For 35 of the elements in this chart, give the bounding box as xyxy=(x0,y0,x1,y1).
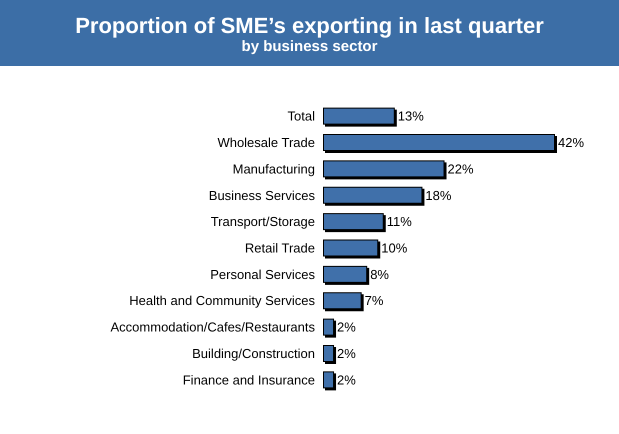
y-tick-label: Manufacturing xyxy=(232,161,315,176)
bar xyxy=(323,186,422,204)
y-tick-label: Accommodation/Cafes/Restaurants xyxy=(110,320,316,335)
bar xyxy=(323,292,362,310)
bar xyxy=(323,160,445,178)
bar xyxy=(323,134,555,152)
data-label: 10% xyxy=(381,240,408,256)
bar xyxy=(323,266,368,283)
bar xyxy=(323,344,334,362)
bar xyxy=(323,240,378,256)
bar xyxy=(323,213,384,230)
y-tick-label: Total xyxy=(288,108,316,124)
data-label: 13% xyxy=(398,108,424,124)
data-label: 22% xyxy=(448,161,474,176)
y-tick-label: Building/Construction xyxy=(192,346,315,361)
data-label: 8% xyxy=(370,266,390,282)
y-tick-label: Business Services xyxy=(208,188,316,203)
y-tick-label: Finance and Insurance xyxy=(182,372,315,388)
bar xyxy=(323,108,395,125)
chart-subtitle: by business sector xyxy=(240,38,378,56)
y-tick-label: Transport/Storage xyxy=(210,214,315,230)
data-label: 2% xyxy=(337,372,356,388)
y-tick-label: Retail Trade xyxy=(244,240,315,256)
data-label: 11% xyxy=(386,214,412,230)
data-label: 42% xyxy=(558,135,584,150)
bar xyxy=(323,371,334,388)
y-tick-label: Personal Services xyxy=(210,266,316,282)
chart-title: Proportion of SME’s exporting in last quarter xyxy=(74,13,545,38)
data-label: 7% xyxy=(364,293,384,308)
data-label: 18% xyxy=(425,188,452,203)
y-tick-label: Wholesale Trade xyxy=(217,135,315,150)
data-label: 2% xyxy=(337,346,356,361)
data-label: 2% xyxy=(337,320,356,335)
y-tick-label: Health and Community Services xyxy=(129,293,316,308)
bar xyxy=(323,318,334,336)
